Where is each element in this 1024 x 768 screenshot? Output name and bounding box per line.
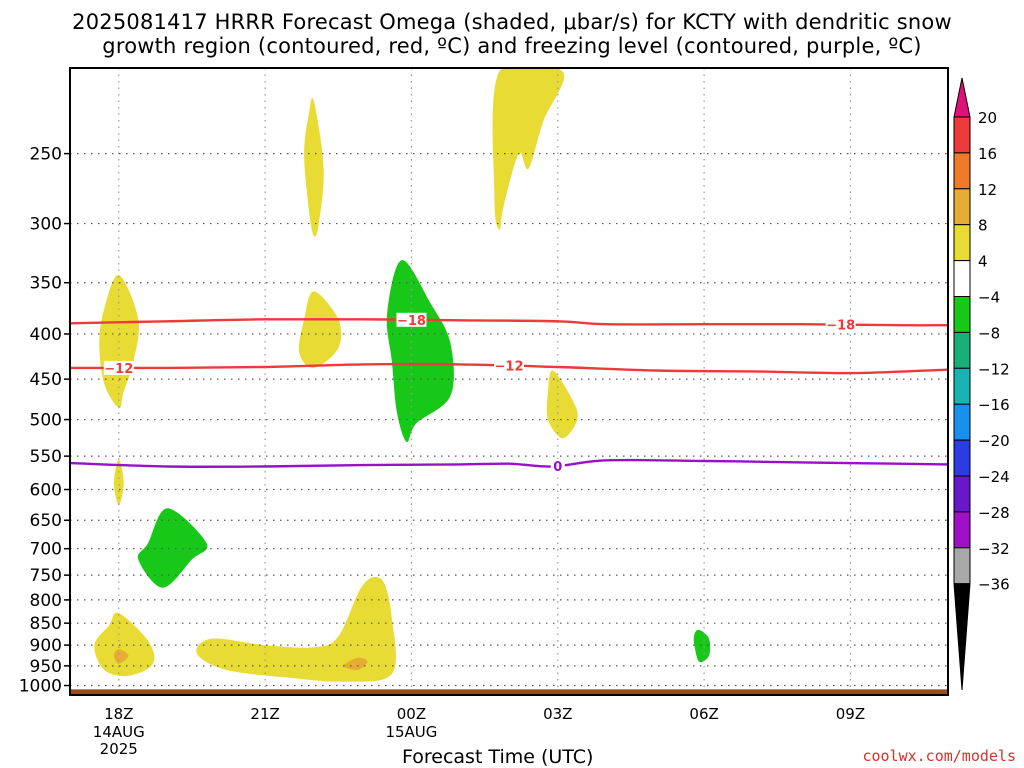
colorbar-label-3: 8 [978,217,988,235]
contour-label-2-0: 0 [553,460,562,475]
contour-label-bg-2-0 [550,458,565,473]
x-tick-label-2: 00Z [397,705,426,723]
y-tick-label-850: 850 [30,614,62,634]
y-tick-label-250: 250 [30,145,62,165]
y-tick-label-750: 750 [30,566,62,586]
colorbar-swatch-3 [953,224,971,262]
omega-shaded-region-12 [693,629,711,663]
x-tick-sublabel-0-0: 14AUG [93,723,145,741]
colorbar-label-0: 20 [978,109,997,127]
temperature-contour-0 [70,317,948,327]
y-tick-label-900: 900 [30,636,62,656]
y-tick-label-450: 450 [30,370,62,390]
colorbar-label-8: −16 [978,396,1010,414]
colorbar-label-1: 16 [978,145,997,163]
y-tick-label-550: 550 [30,447,62,467]
colorbar-label-2: 12 [978,181,997,199]
omega-shaded-region-2 [298,291,342,368]
y-tick-label-600: 600 [30,481,62,501]
colorbar-swatch-9 [953,439,971,477]
colorbar-swatch-1 [953,152,971,190]
omega-shaded-region-8 [113,649,129,664]
colorbar-swatch-7 [953,367,971,405]
colorbar-swatch-6 [953,331,971,369]
contour-label-1-0: −12 [104,362,133,377]
omega-shaded-region-5 [113,459,124,506]
x-axis-title: Forecast Time (UTC) [402,746,594,768]
colorbar-bottom-arrow [953,583,971,691]
x-tick-label-5: 09Z [836,705,865,723]
colorbar-label-13: −36 [978,576,1010,594]
x-tick-label-0: 18Z [104,705,133,723]
chart-title-line1: 2025081417 HRRR Forecast Omega (shaded, … [72,10,952,34]
contour-label-0-0: −18 [397,314,426,329]
contour-label-bg-1-0 [103,360,134,375]
colorbar-label-7: −12 [978,360,1010,378]
x-tick-label-4: 06Z [689,705,718,723]
colorbar-label-4: 4 [978,253,988,271]
contour-label-bg-0-1 [825,317,856,332]
omega-shaded-region-1 [304,97,324,237]
colorbar-swatch-2 [953,188,971,226]
omega-shaded-region-10 [386,260,454,443]
colorbar-label-11: −28 [978,504,1010,522]
contour-label-bg-1-1 [494,358,524,373]
y-tick-label-500: 500 [30,411,62,431]
y-tick-label-400: 400 [30,325,62,345]
x-tick-label-3: 03Z [543,705,572,723]
colorbar-label-6: −8 [978,324,1000,342]
colorbar-swatch-10 [953,475,971,513]
plot-frame [69,67,949,696]
omega-shaded-region-6 [94,612,155,677]
x-tick-sublabel-2-0: 15AUG [385,723,437,741]
colorbar-label-12: −32 [978,540,1010,558]
omega-shaded-region-4 [546,370,578,439]
y-tick-label-350: 350 [30,274,62,294]
chart-title-line2: growth region (contoured, red, ºC) and f… [102,34,922,58]
colorbar-swatch-4 [953,260,971,298]
y-tick-label-700: 700 [30,540,62,560]
site-credit: coolwx.com/models [862,747,1016,765]
contour-label-1-1: −12 [495,360,524,375]
colorbar-top-arrow [953,77,971,118]
x-tick-sublabel-0-1: 2025 [100,740,138,758]
y-tick-label-650: 650 [30,511,62,531]
freezing-contour-2 [70,458,948,468]
colorbar-swatch-5 [953,296,971,333]
contour-label-bg-0-0 [396,312,427,327]
omega-shaded-region-7 [196,576,396,682]
ground-strip [70,689,948,695]
colorbar-label-9: −20 [978,432,1010,450]
y-tick-label-300: 300 [30,215,62,235]
y-tick-label-800: 800 [30,591,62,611]
colorbar-label-10: −24 [978,468,1010,486]
colorbar-swatch-0 [953,116,971,154]
x-tick-label-1: 21Z [250,705,279,723]
omega-shaded-region-9 [343,657,368,670]
omega-shaded-region-11 [137,508,208,588]
contour-label-0-1: −18 [826,319,855,334]
colorbar-swatch-12 [953,547,971,585]
colorbar-swatch-8 [953,403,971,441]
omega-shaded-region-3 [492,68,565,230]
y-tick-label-1000: 1000 [19,677,62,697]
y-tick-label-950: 950 [30,657,62,677]
colorbar-swatch-11 [953,511,971,549]
colorbar-label-5: −4 [978,289,1000,307]
